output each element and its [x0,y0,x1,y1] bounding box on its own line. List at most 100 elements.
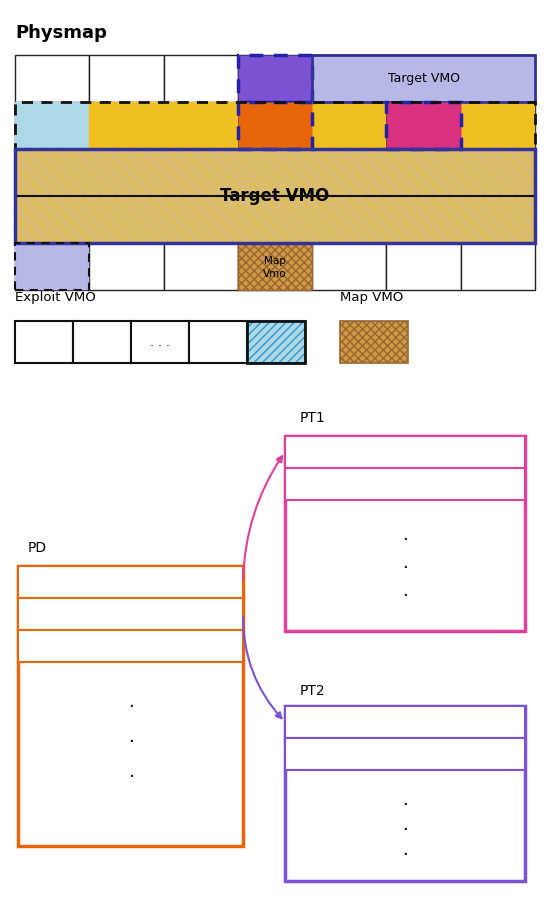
Bar [386,102,461,149]
Bar [89,55,164,102]
Bar [386,55,461,102]
Bar [15,321,73,363]
Bar [164,196,238,243]
Text: PT1: PT1 [410,119,437,132]
Bar [18,566,243,598]
Bar [164,55,238,102]
Text: PT 1: PT 1 [206,576,233,589]
Bar [386,102,461,149]
Bar [15,102,535,149]
Bar [73,321,131,363]
Bar [15,149,89,196]
Bar [285,468,525,500]
Bar [312,243,386,290]
Bar [164,149,238,196]
Bar [312,102,386,149]
Bar [15,149,535,243]
Bar [312,196,386,243]
Bar [15,196,535,243]
Text: PT1: PT1 [300,411,326,425]
Text: .: . [402,554,408,572]
Text: Not Present: Not Present [160,640,233,652]
Bar [238,196,312,243]
Bar [312,55,386,102]
Bar [238,102,312,149]
Text: Target VMO: Target VMO [220,187,330,205]
Text: Not Present: Not Present [443,477,515,490]
Bar [15,243,89,290]
Bar [285,738,525,770]
Bar [312,55,386,102]
Bar [15,102,89,149]
Text: .: . [127,693,133,711]
Bar [18,598,243,630]
Bar [15,149,535,196]
Text: .: . [127,728,133,746]
Bar [285,436,525,631]
Bar [312,102,386,149]
Bar [386,55,461,102]
Bar [15,149,535,243]
Text: .: . [402,791,408,809]
Bar [89,149,164,196]
Text: Map Vmo: Map Vmo [456,715,515,729]
Bar [461,55,535,102]
Bar [164,102,238,149]
Bar [238,102,312,149]
Text: Map: Map [264,256,286,266]
Bar [247,321,305,363]
Bar [89,243,164,290]
Bar [15,149,535,243]
Bar [238,243,312,290]
Bar [89,102,164,149]
Bar [15,102,89,149]
Bar [238,55,312,102]
Text: PT 2: PT 2 [206,608,233,620]
Bar [461,149,535,196]
Text: Map Vmo: Map Vmo [456,445,515,458]
Text: Target VMO: Target VMO [388,72,459,85]
Bar [461,102,535,149]
Bar [461,55,535,102]
Bar [340,321,408,363]
Bar [89,102,164,149]
Bar [238,243,312,290]
Bar [164,102,238,149]
Text: PD: PD [28,541,47,555]
Text: PT2: PT2 [300,684,325,698]
Bar [312,55,535,102]
Bar [131,321,189,363]
Text: .: . [127,763,133,781]
Text: .: . [402,526,408,544]
Bar [285,706,525,881]
Text: Vmo: Vmo [263,269,287,279]
Bar [386,243,461,290]
Bar [15,55,89,102]
Text: Physmap: Physmap [15,24,107,42]
Bar [247,321,305,363]
Bar [15,243,89,290]
Bar [285,706,525,738]
Bar [312,149,386,196]
Bar [18,630,243,662]
Text: .: . [402,841,408,859]
Bar [461,196,535,243]
Bar [238,55,312,102]
Text: Map VMO: Map VMO [340,292,403,304]
Text: . . .: . . . [150,335,170,349]
Bar [285,436,525,468]
Bar [189,321,247,363]
Bar [386,149,461,196]
Text: .: . [402,816,408,834]
Bar [15,196,89,243]
Bar [238,149,312,196]
Text: Not Present: Not Present [443,748,515,761]
Bar [164,243,238,290]
Text: PD: PD [265,119,284,132]
Bar [89,196,164,243]
Bar [461,243,535,290]
Bar [386,196,461,243]
Bar [15,243,89,290]
Text: PT2: PT2 [262,72,288,85]
Text: Exploit VMO: Exploit VMO [15,292,96,304]
